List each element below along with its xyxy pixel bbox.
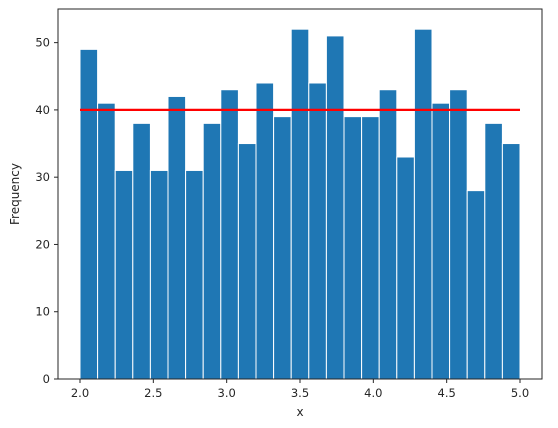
- histogram-bar: [97, 102, 116, 380]
- histogram-bar: [343, 116, 363, 380]
- histogram-bar: [484, 122, 503, 380]
- histogram-bar: [132, 122, 151, 380]
- histogram-bar: [149, 169, 169, 380]
- histogram-bar: [79, 48, 99, 380]
- y-tick-label: 50: [35, 36, 50, 50]
- y-axis-label: Frequency: [8, 163, 22, 225]
- x-tick-label: 3.5: [291, 386, 309, 400]
- histogram-bar: [255, 82, 275, 380]
- bars-group: [79, 28, 521, 380]
- histogram-bar: [378, 89, 398, 380]
- y-tick-label: 20: [35, 237, 50, 251]
- histogram-bar: [185, 169, 204, 380]
- x-axis-label: x: [296, 405, 303, 419]
- histogram-bar: [396, 156, 415, 380]
- y-tick-label: 0: [43, 372, 50, 386]
- y-tick-label: 40: [35, 103, 50, 117]
- histogram-bar: [114, 169, 134, 380]
- x-tick-label: 4.5: [438, 386, 456, 400]
- x-tick-label: 5.0: [511, 386, 529, 400]
- histogram-bar: [167, 95, 187, 380]
- x-tick-label: 2.5: [144, 386, 162, 400]
- y-tick-label: 10: [35, 305, 50, 319]
- histogram-bar: [220, 89, 239, 380]
- histogram-bar: [466, 190, 486, 380]
- histogram-bar: [202, 122, 222, 380]
- y-tick-label: 30: [35, 170, 50, 184]
- x-axis-ticks: 2.0 2.5 3.0 3.5 4.0 4.5 5.0: [71, 379, 529, 400]
- x-tick-label: 3.0: [218, 386, 236, 400]
- histogram-bar: [325, 35, 345, 380]
- histogram-bar: [237, 143, 257, 380]
- histogram-bar: [290, 28, 310, 380]
- histogram-bar: [361, 116, 380, 380]
- histogram-bar: [431, 102, 451, 380]
- y-axis-ticks: 0 10 20 30 40 50: [35, 36, 58, 386]
- x-tick-label: 2.0: [71, 386, 89, 400]
- histogram-bar: [413, 28, 433, 380]
- histogram-bar: [308, 82, 327, 380]
- x-tick-label: 4.0: [364, 386, 382, 400]
- histogram-bar: [449, 89, 468, 380]
- histogram-bar: [273, 116, 292, 380]
- histogram-bar: [501, 143, 521, 380]
